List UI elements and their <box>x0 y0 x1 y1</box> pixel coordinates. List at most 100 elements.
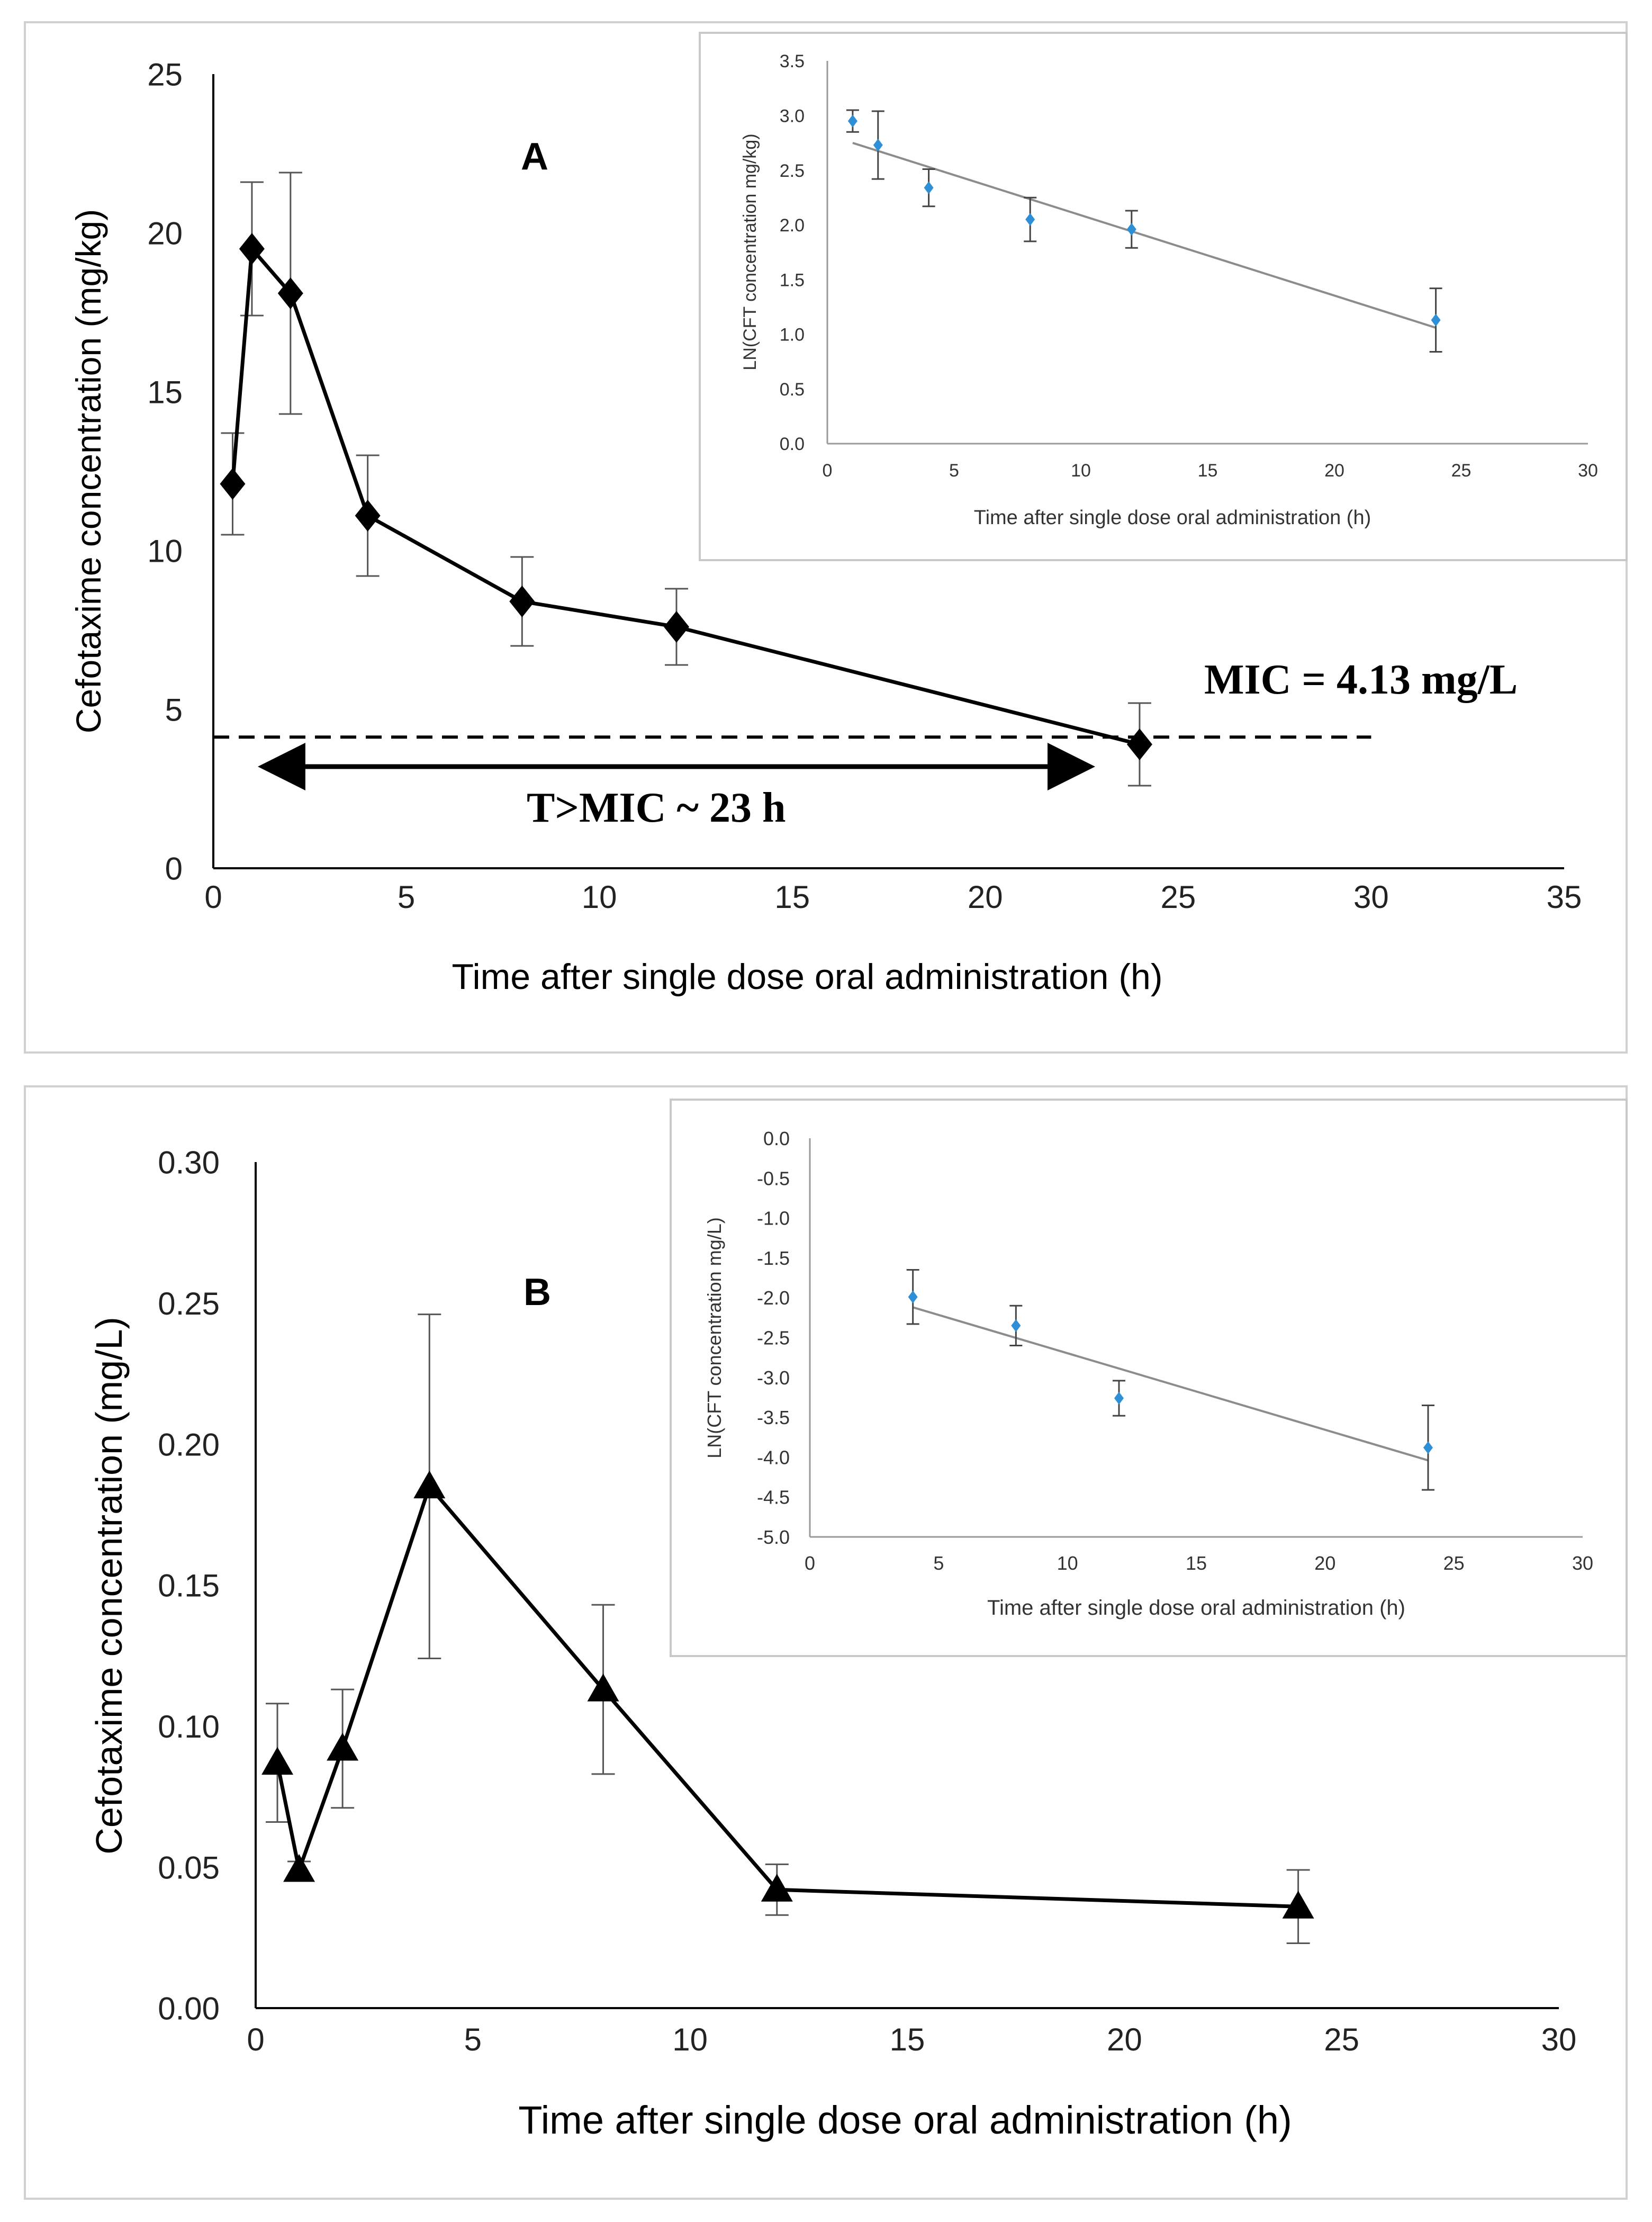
inset-x-tick-label: 10 <box>1071 461 1091 481</box>
panel-a-inset-y-tick-labels: 0.0 0.5 1.0 1.5 2.0 2.5 3.0 3.5 <box>780 51 805 454</box>
inset-data-point <box>1114 1391 1124 1405</box>
data-point-diamond <box>355 500 381 532</box>
data-point-diamond <box>220 468 246 500</box>
data-point-triangle <box>587 1674 619 1702</box>
inset-y-tick-label: 0.5 <box>780 380 805 400</box>
x-tick-label: 10 <box>582 879 617 915</box>
panel-a-inset-y-axis-title: LN(CFT concentration mg/kg) <box>740 133 760 370</box>
panel-a-x-axis-title: Time after single dose oral administrati… <box>452 957 1163 997</box>
x-tick-label: 10 <box>672 2022 708 2057</box>
x-tick-label: 30 <box>1353 879 1389 915</box>
inset-data-point <box>1431 313 1441 327</box>
inset-y-tick-label: -3.5 <box>757 1407 790 1428</box>
panel-b-x-axis-title: Time after single dose oral administrati… <box>518 2098 1292 2142</box>
inset-x-tick-label: 10 <box>1057 1552 1078 1574</box>
panel-b-inset-x-tick-labels: 0 5 10 15 20 25 30 <box>805 1552 1593 1574</box>
panel-a-inset-trendline <box>852 142 1437 329</box>
inset-x-tick-label: 5 <box>933 1552 944 1574</box>
panel-b-inset-trendline <box>913 1306 1429 1462</box>
x-tick-label: 0 <box>247 2022 264 2057</box>
inset-data-point <box>908 1290 918 1303</box>
data-point-triangle <box>1282 1891 1314 1919</box>
y-tick-label: 15 <box>147 375 183 410</box>
y-tick-label: 0.30 <box>158 1145 220 1181</box>
x-tick-label: 30 <box>1541 2022 1577 2057</box>
inset-y-tick-label: -2.0 <box>757 1287 790 1309</box>
inset-y-tick-label: 0.0 <box>780 434 805 454</box>
data-point-diamond <box>663 611 689 643</box>
panel-b-markers <box>261 1470 1314 1919</box>
x-tick-label: 5 <box>398 879 415 915</box>
inset-data-point <box>1423 1441 1433 1454</box>
panel-a-main-chart: 0 5 10 15 20 25 30 35 0 5 10 15 20 25 A MIC = 4.13 m… <box>69 57 1582 997</box>
inset-y-tick-label: -1.5 <box>757 1247 790 1269</box>
inset-data-point <box>1126 223 1136 236</box>
inset-data-point <box>1011 1319 1021 1332</box>
panel-a-mic-label: MIC = 4.13 mg/L <box>1204 656 1518 703</box>
inset-x-tick-label: 20 <box>1314 1552 1335 1574</box>
inset-y-tick-label: 1.5 <box>780 270 805 290</box>
panel-b-y-tick-labels: 0.00 0.05 0.10 0.15 0.20 0.25 0.30 <box>158 1145 220 2027</box>
inset-y-tick-label: 0.0 <box>763 1128 790 1149</box>
panel-a-y-axis-title: Cefotaxime concentration (mg/kg) <box>69 209 108 733</box>
panel-a-inset-chart: 0 5 10 15 20 25 30 0.0 0.5 1.0 1.5 2.0 2.5 3.0 3.5 Ti… <box>740 51 1598 529</box>
inset-data-point <box>1025 213 1035 226</box>
x-tick-label: 25 <box>1324 2022 1359 2057</box>
inset-x-tick-label: 0 <box>805 1552 815 1574</box>
panel-a-series-line <box>230 244 1140 746</box>
y-tick-label: 0.10 <box>158 1709 220 1744</box>
inset-data-point <box>924 181 934 194</box>
y-tick-label: 0.00 <box>158 1991 220 2027</box>
inset-y-tick-label: -5.0 <box>757 1526 790 1548</box>
data-point-diamond <box>509 586 535 617</box>
x-tick-label: 5 <box>464 2022 482 2057</box>
data-point-diamond <box>277 277 303 309</box>
x-tick-label: 35 <box>1547 879 1582 915</box>
panel-b-y-axis-title: Cefotaxime concentration (mg/L) <box>88 1317 130 1854</box>
panel-a-title: A <box>521 136 548 178</box>
panel-b-series-line <box>275 1482 1298 1909</box>
inset-y-tick-label: 1.0 <box>780 325 805 345</box>
y-tick-label: 10 <box>147 534 183 569</box>
x-tick-label: 20 <box>968 879 1003 915</box>
data-point-diamond <box>1126 728 1152 760</box>
panel-b-inset-y-tick-labels: 0.0 -0.5 -1.0 -1.5 -2.0 -2.5 -3.0 -3.5 -4.0 -4.5 -… <box>757 1128 790 1548</box>
x-tick-label: 0 <box>204 879 222 915</box>
x-tick-label: 20 <box>1107 2022 1142 2057</box>
panel-a-inset-error-bars <box>846 109 1442 353</box>
data-point-triangle <box>761 1874 793 1902</box>
panel-a-inset-x-tick-labels: 0 5 10 15 20 25 30 <box>823 461 1598 481</box>
inset-data-point <box>847 114 857 128</box>
y-tick-label: 0.15 <box>158 1568 220 1604</box>
inset-y-tick-label: 3.0 <box>780 106 805 127</box>
inset-x-tick-label: 15 <box>1198 461 1218 481</box>
data-point-diamond <box>239 233 265 265</box>
panel-a-inset-markers <box>847 114 1441 327</box>
inset-x-tick-label: 0 <box>823 461 833 481</box>
inset-x-tick-label: 20 <box>1324 461 1344 481</box>
inset-y-tick-label: -4.0 <box>757 1446 790 1468</box>
inset-x-tick-label: 25 <box>1443 1552 1465 1574</box>
x-tick-label: 15 <box>890 2022 925 2057</box>
inset-y-tick-label: -4.5 <box>757 1487 790 1508</box>
y-tick-label: 0.20 <box>158 1427 220 1462</box>
panel-b-inset-error-bars <box>906 1269 1434 1491</box>
data-point-triangle <box>413 1470 446 1499</box>
panel-b-inset-markers <box>908 1290 1433 1454</box>
data-point-triangle <box>261 1747 294 1775</box>
data-point-triangle <box>327 1732 359 1761</box>
y-tick-label: 20 <box>147 216 183 251</box>
inset-y-tick-label: -2.5 <box>757 1327 790 1348</box>
panel-b-main-chart: 0 5 10 15 20 25 30 0.00 0.05 0.10 0.15 0.20 0.25 0.3… <box>88 1145 1576 2142</box>
inset-y-tick-label: -3.0 <box>757 1367 790 1389</box>
panel-b-inset-y-axis-title: LN(CFT concentration mg/L) <box>703 1217 725 1459</box>
y-tick-label: 0.25 <box>158 1286 220 1321</box>
panel-b-title: B <box>523 1271 551 1314</box>
panel-b-inset-chart: 0 5 10 15 20 25 30 0.0 -0.5 -1.0 -1.5 -2.0 -2.5 -3.0… <box>703 1128 1593 1620</box>
panel-a-inset-x-axis-title: Time after single dose oral administrati… <box>974 507 1371 529</box>
x-tick-label: 15 <box>774 879 810 915</box>
inset-x-tick-label: 30 <box>1578 461 1598 481</box>
panel-a-x-tick-labels: 0 5 10 15 20 25 30 35 <box>204 879 1582 915</box>
inset-y-tick-label: 2.5 <box>780 161 805 181</box>
